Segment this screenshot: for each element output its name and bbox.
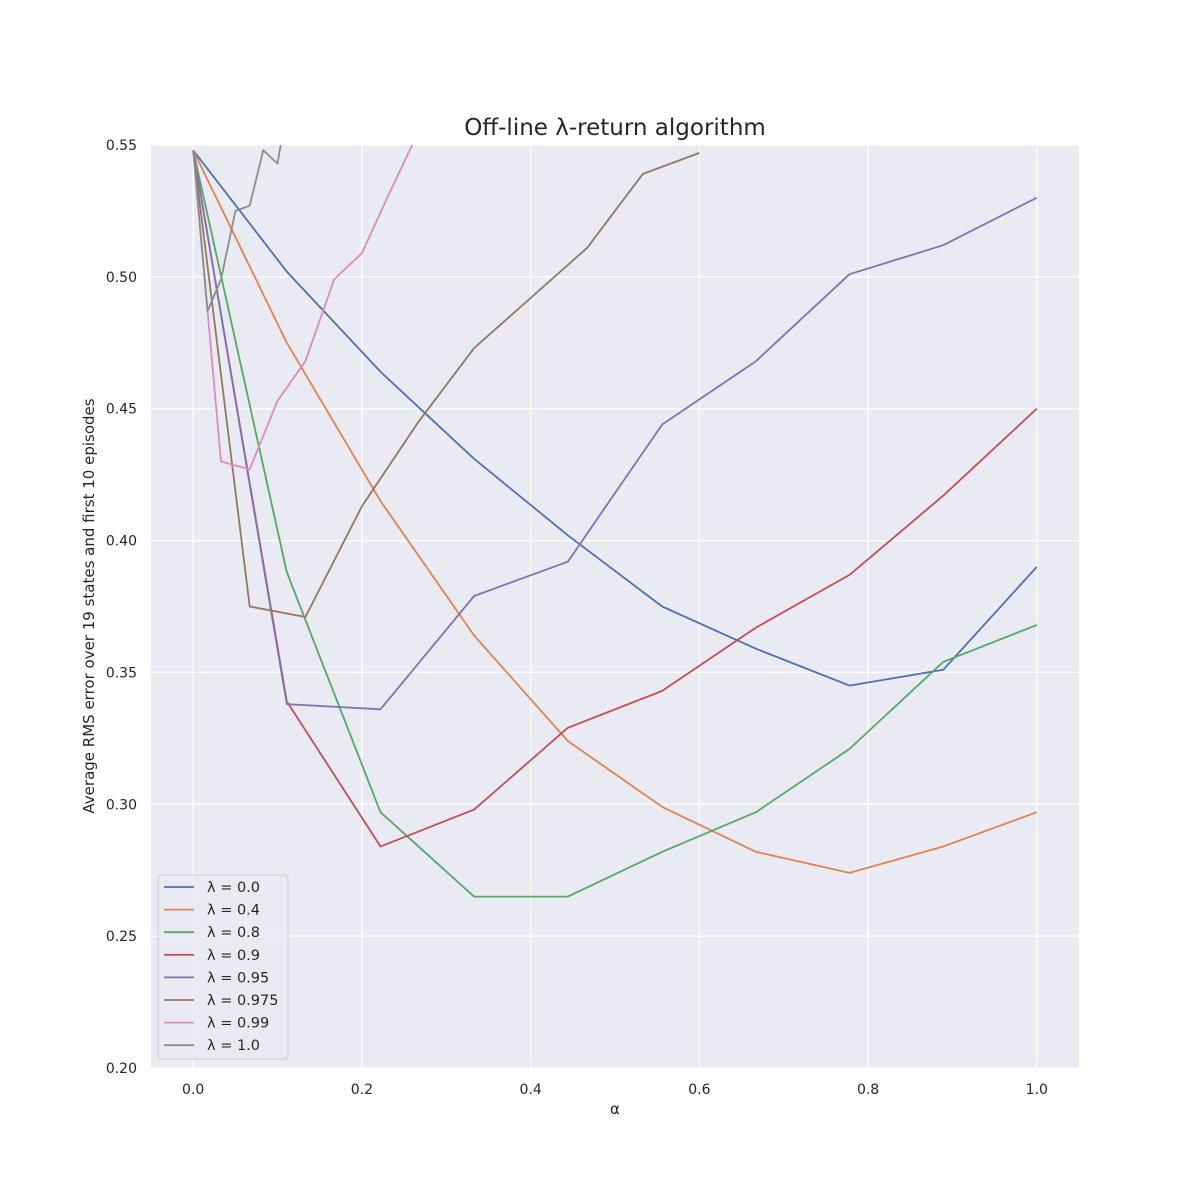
legend-label-2: λ = 0.8: [207, 925, 260, 941]
y-tick-label: 0.35: [106, 665, 137, 681]
y-tick-label: 0.25: [106, 929, 137, 945]
x-tick-label: 0.8: [857, 1082, 879, 1098]
series-lines: [192, 145, 1038, 898]
y-axis-label: Average RMS error over 19 states and fir…: [80, 398, 98, 813]
series-line-1: [192, 149, 1038, 874]
x-tick-label: 0.4: [520, 1082, 542, 1098]
series-line-5: [192, 150, 700, 618]
legend-label-3: λ = 0.9: [207, 948, 260, 964]
legend-label-1: λ = 0.4: [207, 903, 260, 919]
y-tick-label: 0.50: [106, 270, 137, 286]
legend-label-7: λ = 1.0: [207, 1038, 260, 1054]
grid: [151, 144, 1079, 1069]
y-tick-label: 0.45: [106, 402, 137, 418]
legend: λ = 0.0 λ = 0.4 λ = 0.8 λ = 0.9 λ = 0.95 λ = …: [157, 874, 289, 1060]
x-axis-label: α: [610, 1100, 620, 1118]
series-line-3: [192, 150, 1038, 848]
x-tick-labels: 0.0 0.2 0.4 0.6 0.8 1.0: [182, 1082, 1048, 1098]
series-line-2: [192, 150, 1038, 898]
series-line-7: [192, 145, 282, 313]
x-tick-label: 0.0: [182, 1082, 204, 1098]
series-line-6: [192, 145, 414, 471]
legend-label-0: λ = 0.0: [207, 880, 260, 896]
y-tick-label: 0.55: [106, 138, 137, 154]
chart-title: Off-line λ-return algorithm: [464, 115, 766, 141]
y-tick-label: 0.30: [106, 797, 137, 813]
y-tick-label: 0.20: [106, 1061, 137, 1077]
plot-background: [151, 145, 1079, 1068]
series-line-0: [192, 149, 1038, 687]
x-tick-label: 1.0: [1026, 1082, 1048, 1098]
legend-label-6: λ = 0.99: [207, 1016, 269, 1032]
legend-label-5: λ = 0.975: [207, 993, 278, 1009]
series-line-4: [192, 150, 1038, 711]
x-tick-label: 0.2: [351, 1082, 373, 1098]
legend-label-4: λ = 0.95: [207, 970, 269, 986]
legend-frame: [157, 874, 289, 1060]
y-tick-labels: 0.20 0.25 0.30 0.35 0.40 0.45 0.50 0.55: [106, 138, 137, 1077]
x-tick-label: 0.6: [688, 1082, 710, 1098]
y-tick-label: 0.40: [106, 534, 137, 550]
